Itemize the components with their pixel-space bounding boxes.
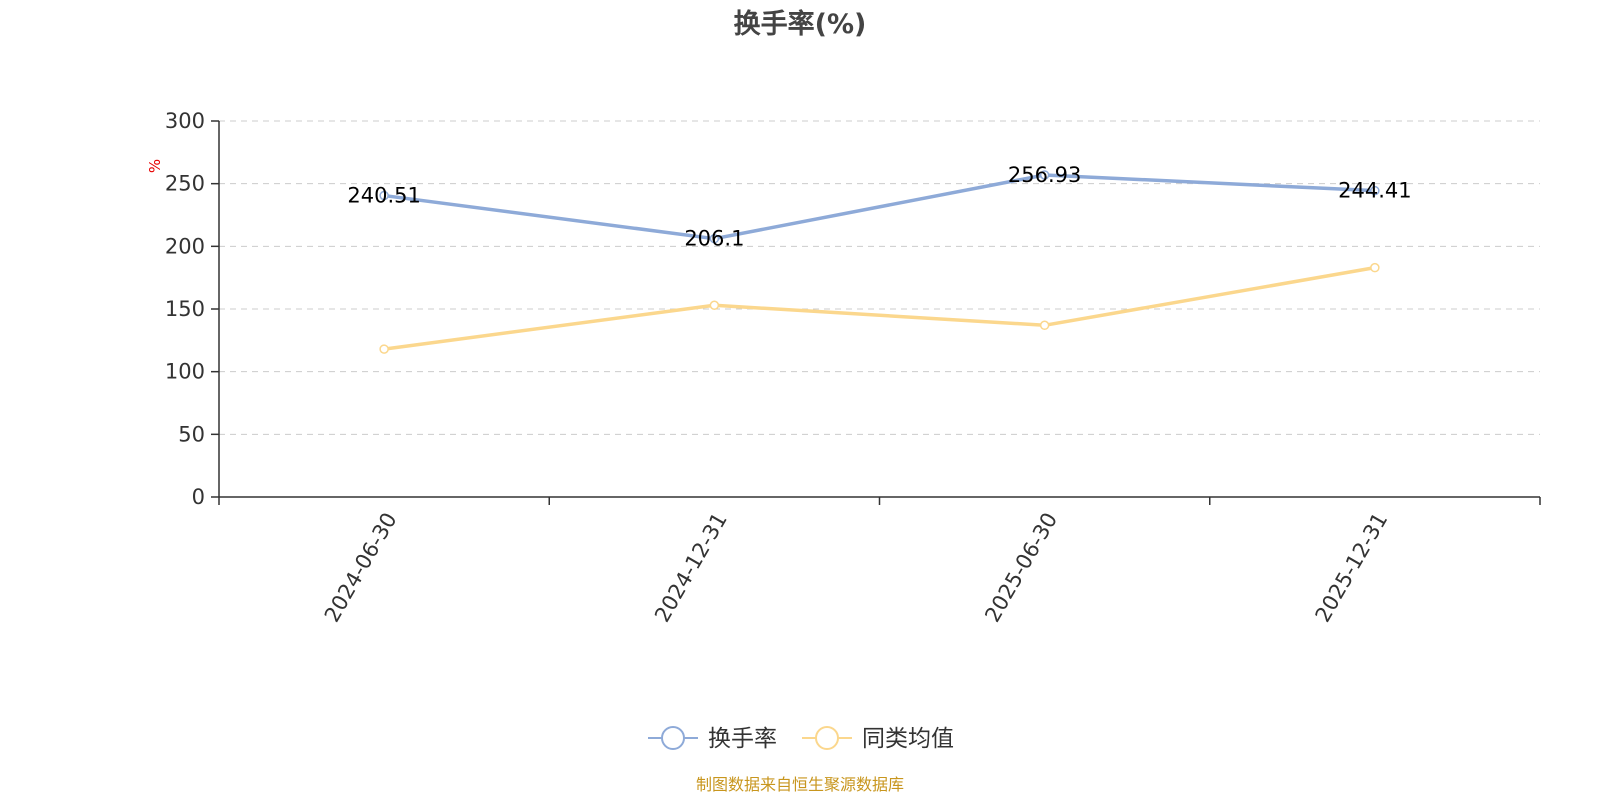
legend-item-peer-average[interactable]: 同类均值 bbox=[802, 726, 954, 752]
legend-item-turnover[interactable]: 换手率 bbox=[648, 726, 777, 752]
data-labels: 240.51 206.1 256.93 244.41 bbox=[347, 163, 1411, 251]
turnover-point bbox=[379, 190, 389, 201]
legend[interactable]: 换手率 同类均值 bbox=[648, 726, 954, 752]
legend-turnover-label: 换手率 bbox=[708, 726, 777, 752]
legend-turnover-marker-icon bbox=[661, 726, 685, 750]
data-source-note: 制图数据来自恒生聚源数据库 bbox=[696, 775, 904, 794]
y-tick-label: 300 bbox=[165, 109, 205, 133]
y-tick-label: 250 bbox=[165, 172, 205, 196]
turnover-point bbox=[709, 233, 720, 244]
turnover-point bbox=[1370, 185, 1380, 196]
x-tick-label: 2025-06-30 bbox=[980, 509, 1062, 627]
turnover-point bbox=[1039, 170, 1050, 180]
chart-title: 换手率(%) bbox=[734, 8, 867, 40]
legend-peer-average-marker-icon bbox=[815, 726, 839, 750]
y-tick-label: 50 bbox=[178, 422, 205, 446]
grid-lines bbox=[219, 120, 1540, 435]
series-turnover-line bbox=[382, 173, 1377, 241]
x-tick-label: 2025-12-31 bbox=[1311, 509, 1393, 627]
turnover-data-label: 240.51 bbox=[347, 184, 420, 208]
y-tick-label: 150 bbox=[165, 297, 205, 321]
peer-average-point bbox=[1039, 320, 1050, 331]
y-axis-unit-label: % bbox=[146, 159, 164, 173]
peer-average-point bbox=[709, 300, 720, 310]
y-tick-label: 0 bbox=[192, 485, 205, 509]
x-tick-label: 2024-12-31 bbox=[650, 509, 732, 627]
legend-peer-average-label: 同类均值 bbox=[862, 726, 954, 752]
turnover-data-label: 206.1 bbox=[684, 227, 744, 251]
peer-average-point bbox=[379, 344, 389, 354]
y-tick-label: 100 bbox=[165, 360, 205, 384]
peer-average-point bbox=[1370, 262, 1380, 273]
x-tick-label: 2024-06-30 bbox=[320, 509, 402, 627]
y-tick-label: 200 bbox=[165, 234, 205, 258]
series-peer-average-line bbox=[382, 265, 1377, 351]
series-lines bbox=[379, 170, 1380, 354]
turnover-data-label: 244.41 bbox=[1338, 179, 1411, 203]
turnover-data-label: 256.93 bbox=[1008, 163, 1081, 187]
